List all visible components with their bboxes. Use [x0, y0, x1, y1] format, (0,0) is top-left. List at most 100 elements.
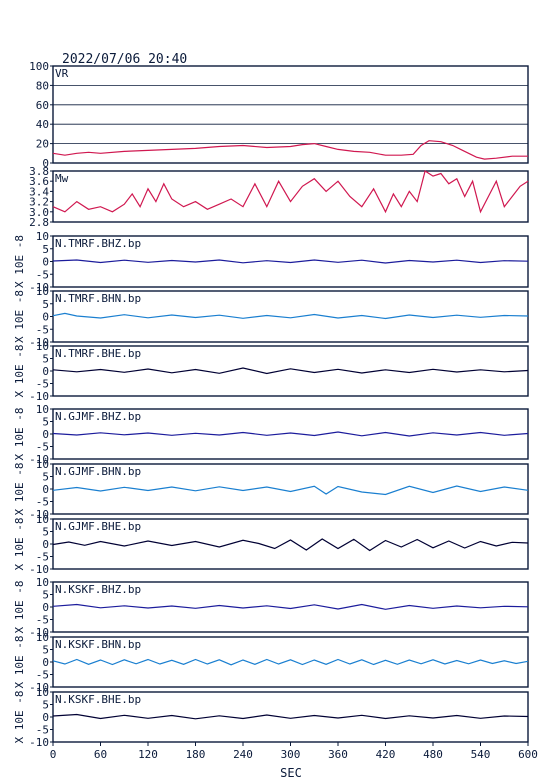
- y-tick-label: 10: [36, 686, 49, 699]
- series-line-vr: [52, 140, 528, 160]
- y-tick-label: 5: [42, 416, 49, 429]
- series-line-gjmf-bhz: [52, 431, 529, 437]
- y-tick-label: 0: [42, 483, 49, 496]
- y-tick-label: 20: [36, 138, 49, 151]
- y-tick-label: 0: [42, 311, 49, 324]
- x-axis-label: SEC: [280, 766, 302, 780]
- y-tick-label: -10: [29, 626, 49, 639]
- panel-label: N.TMRF.BHE.bp: [55, 347, 141, 360]
- panel-mw: 2.83.03.23.43.63.8 Mw: [29, 165, 529, 229]
- y-axis-label: X 10E -8: [13, 345, 26, 398]
- y-tick-label: -10: [29, 336, 49, 349]
- x-tick-label: 480: [423, 748, 443, 761]
- series-line-tmrf-bhz: [52, 259, 529, 264]
- x-axis: 0 60 120 180 240 300 360 420 480 540 600: [50, 742, 538, 761]
- y-tick-label: -10: [29, 281, 49, 294]
- y-tick-label: -5: [36, 323, 49, 336]
- y-tick-label: 0: [42, 538, 49, 551]
- y-axis-label: X 10E -8: [13, 235, 26, 288]
- y-tick-label: 10: [36, 403, 49, 416]
- y-tick-label: -5: [36, 496, 49, 509]
- y-axis-label: X 10E -8: [13, 408, 26, 461]
- y-axis-label: X 10E -8: [13, 463, 26, 516]
- y-tick-label: 5: [42, 699, 49, 712]
- y-tick-label: 3.8: [29, 165, 49, 178]
- y-tick-label: 5: [42, 589, 49, 602]
- panels: 020406080100VR2.83.03.23.43.63.8Mw-10-50…: [13, 60, 529, 749]
- y-tick-label: 0: [42, 365, 49, 378]
- y-tick-label: 5: [42, 243, 49, 256]
- series-line-tmrf-bhn: [52, 312, 529, 320]
- y-tick-label: -10: [29, 563, 49, 576]
- y-tick-label: -5: [36, 378, 49, 391]
- series-line-gjmf-bhn: [52, 485, 529, 496]
- y-tick-label: 3.4: [29, 185, 49, 198]
- y-tick-label: 3.0: [29, 206, 49, 219]
- y-tick-label: 10: [36, 631, 49, 644]
- y-tick-label: 10: [36, 458, 49, 471]
- x-tick-label: 60: [94, 748, 107, 761]
- y-axis-label: X 10E -8: [13, 290, 26, 343]
- x-tick-label: 300: [281, 748, 301, 761]
- series-line-gjmf-bhe: [52, 538, 529, 552]
- y-tick-label: -10: [29, 736, 49, 749]
- y-tick-label: -5: [36, 669, 49, 682]
- x-tick-label: 0: [50, 748, 57, 761]
- y-tick-label: 10: [36, 285, 49, 298]
- y-tick-label: 5: [42, 298, 49, 311]
- y-tick-label: -10: [29, 453, 49, 466]
- y-tick-label: 10: [36, 230, 49, 243]
- panel-label: N.GJMF.BHE.bp: [55, 520, 141, 533]
- y-axis-label: X 10E -8: [13, 691, 26, 744]
- y-tick-label: 0: [42, 711, 49, 724]
- y-tick-label: -5: [36, 614, 49, 627]
- panel-label: Mw: [55, 172, 69, 185]
- y-tick-label: 0: [42, 601, 49, 614]
- y-tick-label: 0: [42, 256, 49, 269]
- panel-label: N.KSKF.BHZ.bp: [55, 583, 141, 596]
- y-tick-label: 60: [36, 99, 49, 112]
- y-tick-label: -5: [36, 441, 49, 454]
- x-tick-label: 360: [328, 748, 348, 761]
- y-tick-label: 10: [36, 576, 49, 589]
- y-tick-label: 100: [29, 60, 49, 73]
- y-tick-label: -10: [29, 508, 49, 521]
- panel-frame: [52, 170, 529, 223]
- panel-label: N.GJMF.BHN.bp: [55, 465, 141, 478]
- panel-label: N.KSKF.BHE.bp: [55, 693, 141, 706]
- series-line-mw: [52, 170, 529, 214]
- y-tick-label: 10: [36, 340, 49, 353]
- y-tick-label: -5: [36, 724, 49, 737]
- y-tick-label: 0: [42, 428, 49, 441]
- y-tick-label: 5: [42, 526, 49, 539]
- series-line-tmrf-bhe: [52, 367, 529, 375]
- y-tick-label: 0: [42, 656, 49, 669]
- y-tick-label: -5: [36, 268, 49, 281]
- y-tick-label: -5: [36, 551, 49, 564]
- y-axis-label: X 10E -8: [13, 636, 26, 689]
- y-tick-label: 5: [42, 471, 49, 484]
- panel-label: N.TMRF.BHZ.bp: [55, 237, 141, 250]
- y-tick-label: 2.8: [29, 216, 49, 229]
- panel-vr: 0 20 40 60 80 100 VR: [29, 60, 529, 170]
- series-line-kskf-bhz: [52, 603, 529, 610]
- panel-label: N.KSKF.BHN.bp: [55, 638, 141, 651]
- y-axis-label: X 10E -8: [13, 518, 26, 571]
- y-tick-label: -10: [29, 390, 49, 403]
- panel-label: VR: [55, 67, 69, 80]
- x-tick-label: 120: [138, 748, 158, 761]
- y-tick-label: 40: [36, 118, 49, 131]
- series-line-kskf-bhe: [52, 713, 529, 720]
- x-tick-label: 420: [376, 748, 396, 761]
- y-tick-label: 10: [36, 513, 49, 526]
- panel-label: N.GJMF.BHZ.bp: [55, 410, 141, 423]
